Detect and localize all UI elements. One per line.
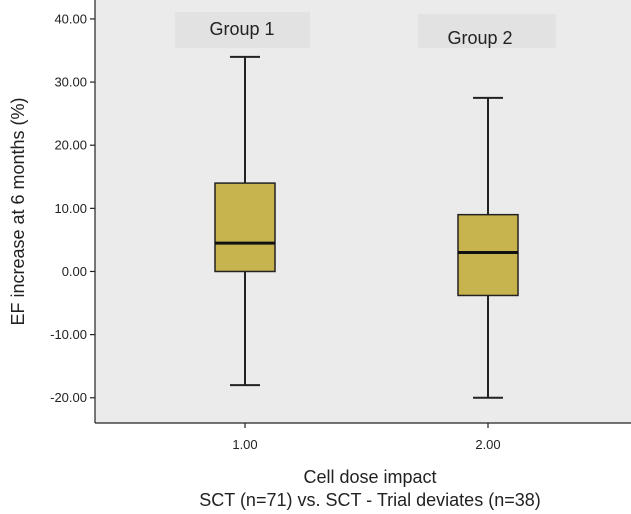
group-label-bg-1 <box>175 12 310 48</box>
y-tick-label: 0.00 <box>62 264 87 279</box>
x-tick-label: 2.00 <box>475 437 500 452</box>
group-label-2: Group 2 <box>447 28 512 48</box>
group-labels: Group 1 Group 2 <box>175 12 556 48</box>
y-tick-label: 40.00 <box>54 11 87 26</box>
x-axis-label: Cell dose impact <box>303 467 436 487</box>
group-label-1: Group 1 <box>209 19 274 39</box>
box-1 <box>214 55 276 387</box>
box-2 <box>457 96 519 399</box>
boxes <box>214 55 519 399</box>
x-tick-label: 1.00 <box>232 437 257 452</box>
iqr-box <box>214 182 276 273</box>
y-tick-label: 20.00 <box>54 138 87 153</box>
y-tick-label: 10.00 <box>54 201 87 216</box>
y-tick-label: 30.00 <box>54 75 87 90</box>
y-tick-label: -10.00 <box>50 327 87 342</box>
x-axis-sublabel: SCT (n=71) vs. SCT - Trial deviates (n=3… <box>199 490 540 510</box>
axes: 40.00 30.00 20.00 10.00 0.00 -10.00 -20.00 1.00… <box>50 0 631 452</box>
iqr-box <box>457 213 519 297</box>
group-label-bg-2 <box>418 14 556 48</box>
y-axis-label: EF increase at 6 months (%) <box>8 97 28 325</box>
y-tick-label: -20.00 <box>50 390 87 405</box>
plot-area <box>95 0 631 423</box>
